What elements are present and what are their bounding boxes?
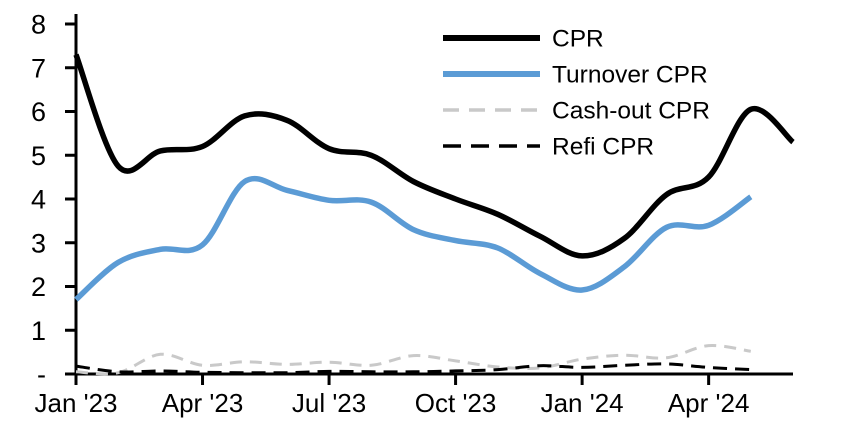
- series-line-refi-cpr: [75, 362, 751, 375]
- legend-label-cash-out-cpr: Cash-out CPR: [552, 98, 710, 125]
- y-tick-label: 7: [31, 53, 46, 83]
- y-tick-label: 8: [31, 10, 46, 40]
- x-tick-label: Jul '23: [292, 388, 366, 418]
- series-line-cash-out-cpr: [75, 343, 752, 376]
- x-tick-label: Apr '24: [668, 388, 750, 418]
- legend-item-refi-cpr: Refi CPR: [443, 134, 654, 161]
- legend-label-cpr: CPR: [552, 26, 604, 53]
- legend-label-refi-cpr: Refi CPR: [552, 134, 654, 161]
- x-tick-label: Oct '23: [415, 388, 497, 418]
- legend-label-turnover-cpr: Turnover CPR: [552, 62, 708, 89]
- legend-item-cash-out-cpr: Cash-out CPR: [443, 98, 710, 125]
- y-tick-label: 3: [31, 228, 46, 258]
- legend-item-turnover-cpr: Turnover CPR: [443, 62, 708, 89]
- x-tick-label: Apr '23: [162, 388, 244, 418]
- x-tick-label: Jan '24: [541, 388, 624, 418]
- y-tick-label: -: [37, 360, 46, 390]
- y-tick-label: 4: [31, 185, 46, 215]
- y-tick-label: 5: [31, 141, 46, 171]
- y-tick-label: 6: [31, 97, 46, 127]
- legend: CPR Turnover CPR Cash-out CPR Refi CPR: [443, 26, 710, 161]
- legend-item-cpr: CPR: [443, 26, 604, 53]
- y-tick-label: 2: [31, 272, 46, 302]
- series-line-cpr: [73, 53, 795, 259]
- series-line-turnover-cpr: [74, 175, 753, 302]
- y-tick-label: 1: [31, 316, 46, 346]
- x-tick-label: Jan '23: [34, 388, 117, 418]
